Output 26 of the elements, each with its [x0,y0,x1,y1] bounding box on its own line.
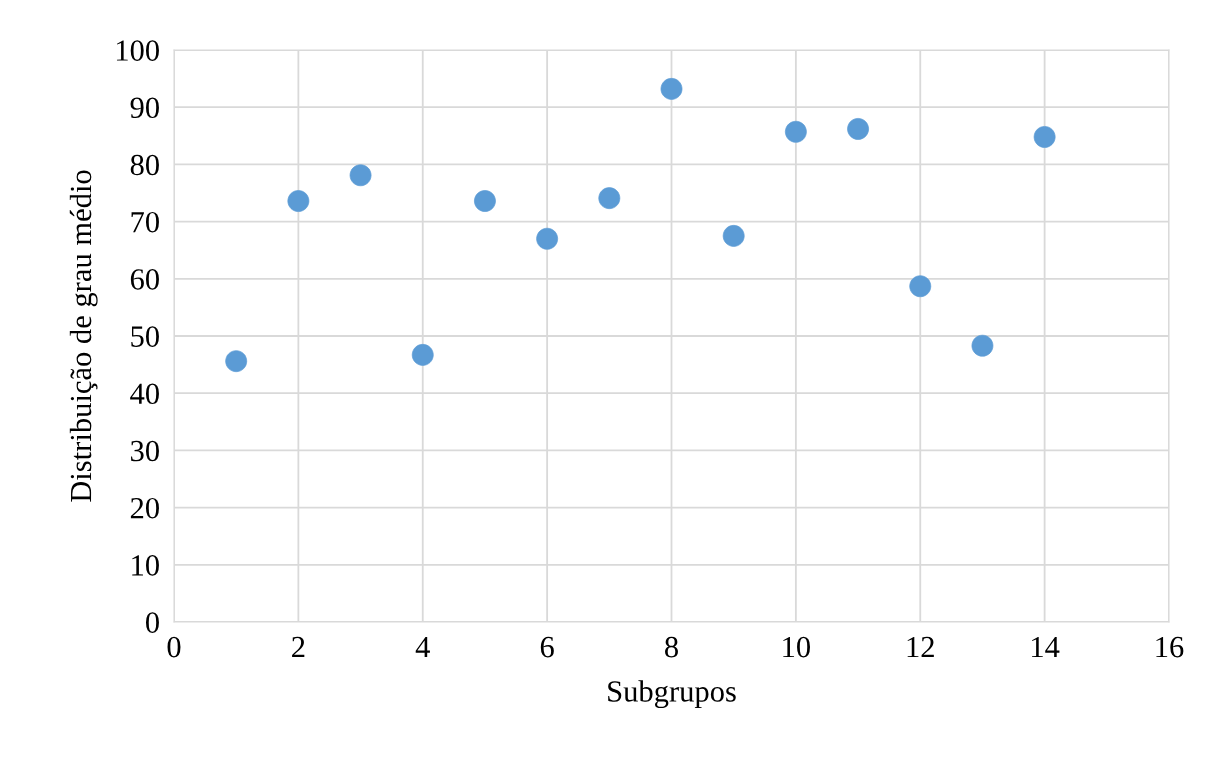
x-tick-label: 4 [415,636,430,658]
x-tick-label: 6 [540,636,554,658]
x-tick-label: 2 [292,636,305,658]
x-tick-label: 16 [1156,636,1184,658]
point [909,275,932,298]
x-axis-title: Subgrupos [608,680,736,709]
x-tick-label: 12 [907,636,934,658]
point [225,350,248,373]
x-tick-label: 10 [783,636,810,658]
y-tick-label: 10 [132,555,159,576]
y-tick-label: 80 [130,154,159,176]
point [722,225,745,247]
y-tick-label: 90 [130,97,159,119]
x-tick-label: 14 [1032,636,1060,658]
y-tick-label: 0 [146,612,159,633]
y-tick-label: 40 [130,383,159,405]
point [349,164,372,187]
x-tick-label: 0 [167,636,181,658]
y-tick-label: 20 [130,497,159,519]
y-tick-label: 60 [130,269,159,290]
y-tick-label: 70 [131,211,159,233]
x-tick-label: 8 [665,636,678,658]
y-tick-label: 100 [116,40,159,61]
y-axis-title: Distribuição de grau médio [69,170,98,502]
y-tick-label: 50 [131,326,159,347]
y-tick-label: 30 [131,440,159,462]
